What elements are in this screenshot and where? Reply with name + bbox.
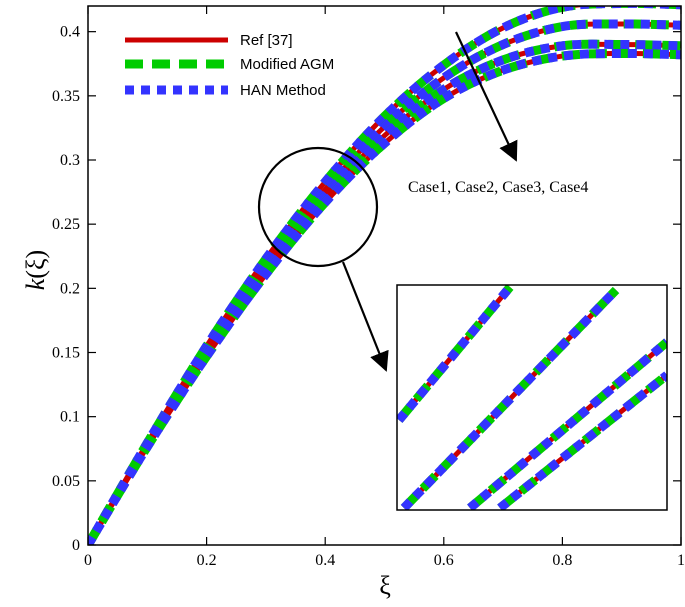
inset-series-layer: [397, 285, 667, 510]
case1-han-method-line: [88, 6, 681, 545]
legend-label-han-method: HAN Method: [240, 82, 326, 99]
x-tick-label: 0.2: [197, 552, 217, 569]
y-axis-title-symbol: k: [21, 278, 50, 290]
inset-case4-han-method-line: [497, 371, 667, 510]
x-tick-label: 1: [677, 552, 685, 569]
inset-case1-han-method-line: [397, 285, 514, 423]
y-tick-label: 0.2: [60, 280, 80, 297]
x-axis: 0 0.2 0.4 0.6 0.8 1: [84, 6, 685, 569]
y-tick-label: 0.3: [60, 152, 80, 169]
legend-label-modified-agm: Modified AGM: [240, 56, 334, 73]
series-layer: [88, 6, 681, 545]
x-tick-label: 0.8: [552, 552, 572, 569]
y-tick-label: 0.25: [52, 216, 80, 233]
inset-case2-han-method-line: [400, 286, 620, 510]
legend-label-ref37: Ref [37]: [240, 32, 293, 49]
inset-case3-modified-agm-line: [467, 338, 667, 510]
cases-annotation: Case1, Case2, Case3, Case4: [408, 179, 588, 196]
zoom-circle: [257, 146, 379, 268]
y-tick-label: 0.05: [52, 473, 80, 490]
y-axis-title: k(ξ): [21, 250, 50, 290]
zoom-arrow: [341, 261, 389, 372]
x-axis-title: ξ: [379, 571, 391, 600]
y-tick-label: 0: [72, 537, 80, 554]
inset-frame: [396, 284, 668, 511]
case2-han-method-line: [88, 19, 681, 545]
y-tick-label: 0.1: [60, 409, 80, 426]
y-axis: 0 0.05 0.1 0.15 0.2 0.25 0.3 0.35 0.4: [52, 24, 681, 554]
y-axis-title-argument: (ξ): [21, 250, 50, 279]
cases-arrow: [455, 31, 518, 162]
x-tick-label: 0.4: [315, 552, 335, 569]
y-tick-label: 0.4: [60, 24, 80, 41]
x-tick-label: 0: [84, 552, 92, 569]
x-tick-label: 0.6: [434, 552, 454, 569]
legend: Ref [37] Modified AGM HAN Method: [125, 32, 334, 99]
inset-case3-han-method-line: [467, 338, 667, 510]
plot-frame: [87, 5, 682, 546]
y-tick-label: 0.35: [52, 88, 80, 105]
case4-han-method-line: [88, 48, 681, 545]
y-tick-label: 0.15: [52, 345, 80, 362]
